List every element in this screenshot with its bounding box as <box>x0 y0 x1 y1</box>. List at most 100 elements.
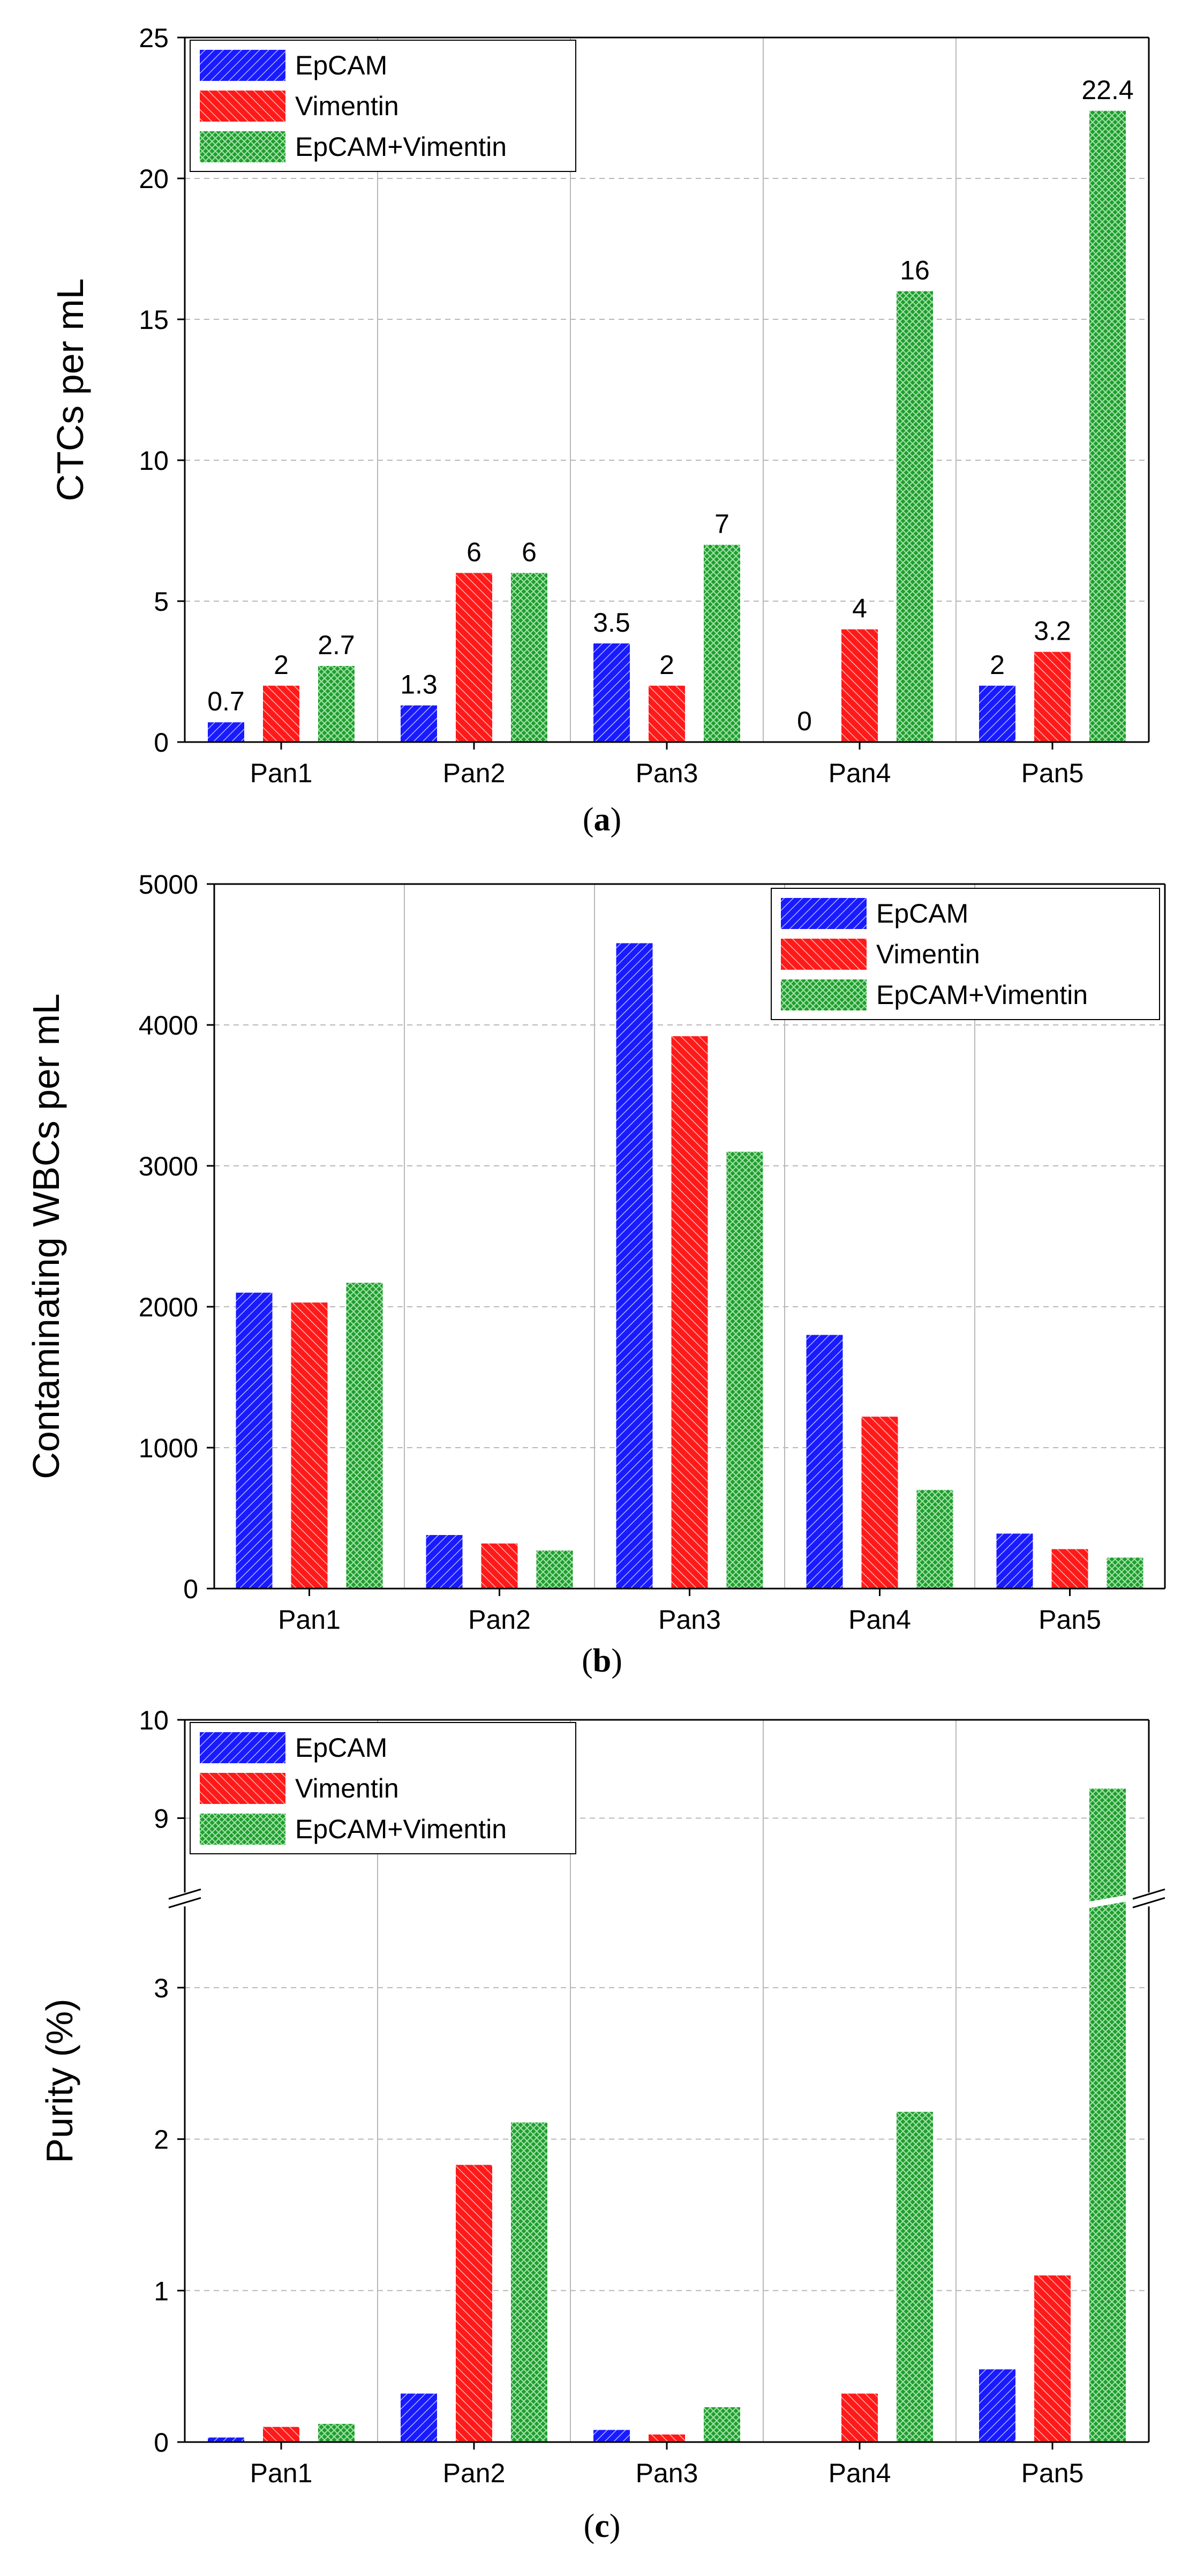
bar-vimentin-pan4 <box>861 1417 898 1589</box>
bar-epcam-vimentin-pan4 <box>897 291 933 742</box>
y-tick-label: 25 <box>139 23 169 53</box>
legend-swatch-epcam <box>200 50 285 81</box>
axis-break-gap <box>1086 1894 1129 1909</box>
caption-paren: ) <box>611 802 622 838</box>
data-label-epcam-pan1: 0.7 <box>207 686 245 716</box>
bar-vimentin-pan4 <box>841 2393 878 2442</box>
legend-label-epcam: EpCAM <box>295 1733 387 1763</box>
legend-label-epcam-vimentin: EpCAM+Vimentin <box>876 980 1088 1010</box>
data-label-epcam-vimentin-pan4: 16 <box>900 255 930 285</box>
caption-paren: ( <box>583 802 594 838</box>
x-tick-label-pan5: Pan5 <box>1021 2458 1084 2488</box>
legend-swatch-vimentin <box>200 1773 285 1804</box>
axis-break-mark <box>1132 1897 1165 1908</box>
bar-vimentin-pan5 <box>1034 652 1071 742</box>
y-axis-label: Contaminating WBCs per mL <box>25 993 67 1479</box>
data-label-epcam-pan5: 2 <box>990 650 1005 680</box>
bar-epcam-pan1 <box>208 2437 244 2442</box>
bar-epcam-vimentin-pan2 <box>536 1550 573 1589</box>
data-label-epcam-pan4: 0 <box>797 706 812 736</box>
x-tick-label-pan4: Pan4 <box>848 1605 911 1635</box>
x-tick-label-pan2: Pan2 <box>443 2458 506 2488</box>
legend-label-epcam-vimentin: EpCAM+Vimentin <box>295 1814 507 1844</box>
legend-label-vimentin: Vimentin <box>295 1773 399 1803</box>
bar-vimentin-pan4 <box>841 629 878 742</box>
legend-swatch-vimentin <box>200 91 285 122</box>
data-label-vimentin-pan1: 2 <box>274 650 289 680</box>
y-tick-label: 15 <box>139 305 169 335</box>
legend-swatch-epcam <box>781 898 867 929</box>
y-tick-label: 2000 <box>139 1292 198 1322</box>
y-tick-label: 3 <box>154 1973 169 2003</box>
data-label-vimentin-pan4: 4 <box>852 594 867 624</box>
bar-epcam-pan4 <box>806 1335 843 1589</box>
chart-b: 0 1000 2000 3000 4000 5000 Pan1 Pan2 Pan3 Pan4 Pan… <box>25 870 1166 1679</box>
x-tick-label-pan3: Pan3 <box>636 2458 698 2488</box>
y-tick-label: 0 <box>183 1574 198 1604</box>
y-tick-label: 4000 <box>139 1010 198 1040</box>
y-tick-label: 20 <box>139 164 169 194</box>
bar-epcam-pan5 <box>996 1533 1033 1589</box>
caption-letter: c <box>595 2508 609 2544</box>
bar-epcam-vimentin-pan2 <box>511 573 547 742</box>
caption-paren: ( <box>582 1643 593 1679</box>
panel-caption-c: (c) <box>584 2508 621 2544</box>
legend-swatch-epcam <box>200 1732 285 1763</box>
data-label-epcam-pan2: 1.3 <box>400 670 438 700</box>
x-tick-label-pan1: Pan1 <box>250 2458 313 2488</box>
bar-epcam-pan2 <box>401 2393 437 2442</box>
bar-epcam-vimentin-pan3 <box>704 544 740 742</box>
bar-epcam-vimentin-pan5 <box>1107 1557 1143 1589</box>
legend: EpCAM Vimentin EpCAM+Vimentin <box>190 40 576 172</box>
x-tick-label-pan3: Pan3 <box>658 1605 721 1635</box>
bar-epcam-pan1 <box>208 722 244 742</box>
data-label-epcam-vimentin-pan1: 2.7 <box>318 630 355 660</box>
y-tick-label: 1000 <box>139 1433 198 1463</box>
y-axis-label: CTCs per mL <box>49 278 91 501</box>
bar-vimentin-pan5 <box>1034 2275 1071 2442</box>
bar-epcam-pan2 <box>401 705 437 742</box>
chart-c: 0 1 2 3 9 10 Pan1 Pan2 Pan3 Pan4 Pan5 Purity (%) EpC… <box>39 1705 1165 2544</box>
y-axis-label: Purity (%) <box>39 1998 80 2163</box>
x-tick-label-pan1: Pan1 <box>278 1605 341 1635</box>
panel-caption-b: (b) <box>582 1643 622 1679</box>
data-label-vimentin-pan3: 2 <box>659 650 674 680</box>
y-tick-label: 0 <box>154 2428 169 2458</box>
legend-swatch-epcam-vimentin <box>200 131 285 162</box>
panel-caption-a: (a) <box>583 802 621 838</box>
y-tick-label: 3000 <box>139 1151 198 1181</box>
bar-vimentin-pan3 <box>649 2434 685 2442</box>
bar-epcam-pan1 <box>236 1292 273 1589</box>
legend-label-epcam: EpCAM <box>295 50 387 80</box>
bar-epcam-vimentin-pan3 <box>726 1151 763 1589</box>
x-tick-label-pan5: Pan5 <box>1021 758 1084 788</box>
axis-break-mark <box>168 1897 201 1908</box>
legend: EpCAM Vimentin EpCAM+Vimentin <box>771 888 1160 1020</box>
caption-paren: ) <box>611 1643 622 1679</box>
chart-a: 0.7 1.3 3.5 0 2 2 6 2 4 3.2 2.7 6 7 16 22.4 0 5 10 15 20 25 P… <box>49 23 1150 838</box>
bar-vimentin-pan1 <box>263 2427 299 2442</box>
data-label-epcam-vimentin-pan2: 6 <box>522 537 537 567</box>
y-tick-label: 10 <box>139 446 169 476</box>
x-tick-label-pan3: Pan3 <box>636 758 698 788</box>
data-label-epcam-vimentin-pan3: 7 <box>714 509 729 539</box>
caption-letter: a <box>594 802 611 838</box>
y-tick-label: 5000 <box>139 870 198 900</box>
legend-label-epcam-vimentin: EpCAM+Vimentin <box>295 132 507 162</box>
x-tick-label-pan2: Pan2 <box>443 758 506 788</box>
bar-epcam-vimentin-pan5 <box>1089 1788 1126 2442</box>
x-tick-label-pan4: Pan4 <box>829 758 891 788</box>
bar-epcam-vimentin-pan3 <box>704 2407 740 2442</box>
legend-swatch-epcam-vimentin <box>781 979 867 1010</box>
legend: EpCAM Vimentin EpCAM+Vimentin <box>190 1722 576 1854</box>
bar-vimentin-pan2 <box>456 573 492 742</box>
legend-swatch-epcam-vimentin <box>200 1814 285 1845</box>
legend-swatch-vimentin <box>781 939 867 970</box>
legend-label-vimentin: Vimentin <box>876 939 980 969</box>
caption-letter: b <box>593 1643 611 1679</box>
legend-label-epcam: EpCAM <box>876 898 968 928</box>
legend-label-vimentin: Vimentin <box>295 91 399 121</box>
bar-epcam-vimentin-pan5 <box>1089 110 1126 742</box>
bar-epcam-pan3 <box>616 943 653 1589</box>
